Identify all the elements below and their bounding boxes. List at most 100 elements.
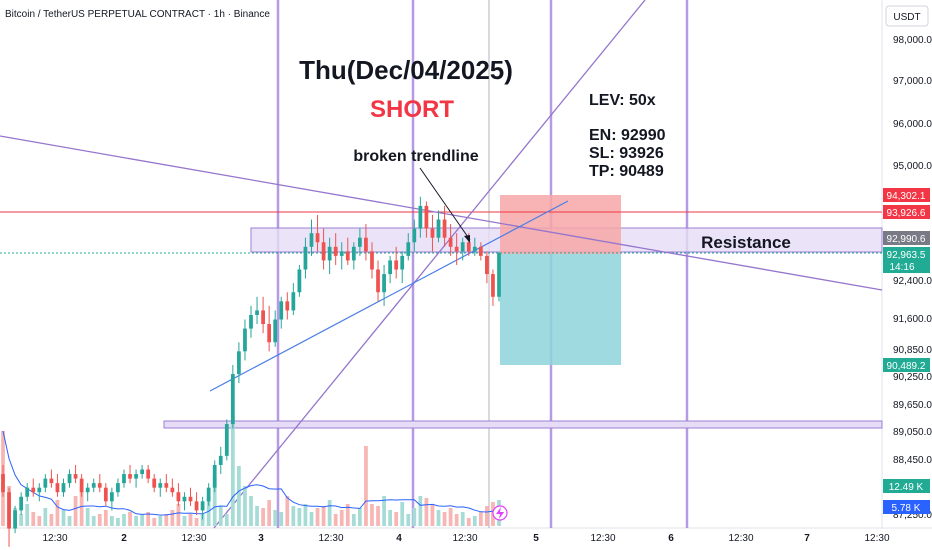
candle-body[interactable]	[442, 219, 447, 238]
support-trendline[interactable]	[209, 200, 569, 392]
candle-body[interactable]	[291, 292, 296, 311]
price-axis[interactable]	[882, 0, 932, 550]
candle-body[interactable]	[382, 274, 386, 293]
candle-body[interactable]	[351, 246, 356, 261]
candle-body[interactable]	[424, 205, 429, 229]
candle-body[interactable]	[170, 487, 175, 493]
volume-bar	[49, 514, 54, 526]
candle-body[interactable]	[212, 464, 217, 488]
candle-body[interactable]	[285, 301, 290, 311]
candle-body[interactable]	[249, 314, 253, 329]
stop-loss-box[interactable]	[500, 195, 621, 254]
candle-body[interactable]	[237, 351, 241, 375]
candle-body[interactable]	[454, 246, 459, 252]
candle-body[interactable]	[43, 478, 48, 488]
candle-body[interactable]	[1, 474, 5, 493]
candle-body[interactable]	[200, 501, 205, 511]
volume-bar	[249, 496, 253, 526]
candle-body[interactable]	[388, 260, 392, 275]
candle-body[interactable]	[448, 237, 453, 247]
candle-body[interactable]	[158, 483, 163, 488]
support-zone[interactable]	[163, 420, 883, 429]
candle-body[interactable]	[55, 483, 60, 493]
candle-body[interactable]	[73, 474, 78, 479]
candle-body[interactable]	[303, 246, 308, 270]
candle-body[interactable]	[49, 478, 54, 484]
candle-body[interactable]	[218, 455, 223, 465]
candle-body[interactable]	[128, 474, 132, 479]
candle-body[interactable]	[243, 328, 247, 352]
candle-body[interactable]	[188, 496, 193, 502]
candle-body[interactable]	[176, 492, 181, 502]
candle-body[interactable]	[79, 478, 84, 493]
candle-body[interactable]	[97, 483, 102, 488]
candle-body[interactable]	[194, 501, 199, 511]
candle-body[interactable]	[376, 269, 380, 293]
candle-body[interactable]	[333, 246, 338, 256]
candle-body[interactable]	[182, 496, 187, 502]
broken-trendline-arrow	[419, 167, 471, 241]
volume-bar	[122, 514, 126, 526]
candle-body[interactable]	[164, 483, 169, 488]
candle-body[interactable]	[364, 237, 368, 252]
candle-body[interactable]	[267, 324, 272, 343]
candle-body[interactable]	[110, 492, 114, 502]
candle-body[interactable]	[91, 483, 96, 488]
candle-body[interactable]	[37, 487, 42, 493]
candle-body[interactable]	[85, 487, 90, 493]
candle-body[interactable]	[412, 228, 417, 243]
candle-body[interactable]	[436, 219, 441, 238]
take-profit-box[interactable]	[500, 254, 621, 365]
arrow-head-icon	[464, 235, 470, 243]
candle-body[interactable]	[255, 310, 259, 315]
candle-body[interactable]	[13, 510, 17, 529]
candle-body[interactable]	[19, 496, 24, 511]
candle-body[interactable]	[370, 251, 374, 270]
volume-bar	[273, 510, 278, 526]
volume-bar	[37, 516, 42, 526]
candle-body[interactable]	[140, 469, 144, 475]
candle-body[interactable]	[7, 492, 11, 529]
candle-body[interactable]	[31, 487, 36, 493]
candle-body[interactable]	[358, 237, 362, 247]
candle-body[interactable]	[430, 228, 435, 238]
candle-body[interactable]	[406, 242, 411, 256]
candle-body[interactable]	[466, 242, 471, 252]
candle-body[interactable]	[460, 242, 465, 252]
candle-body[interactable]	[394, 260, 399, 270]
candle-body[interactable]	[146, 469, 151, 479]
candle-body[interactable]	[478, 246, 483, 256]
candle-body[interactable]	[345, 251, 350, 261]
steep-trendline[interactable]	[213, 0, 646, 529]
candle-body[interactable]	[327, 246, 332, 261]
candle-body[interactable]	[261, 310, 265, 325]
candle-body[interactable]	[61, 483, 66, 493]
candle-body[interactable]	[206, 487, 211, 502]
candle-body[interactable]	[279, 301, 284, 320]
volume-bar	[279, 512, 284, 526]
candle-body[interactable]	[497, 253, 501, 297]
candle-body[interactable]	[134, 474, 138, 479]
candle-body[interactable]	[400, 255, 405, 270]
candle-body[interactable]	[273, 319, 278, 343]
candle-body[interactable]	[122, 474, 126, 484]
candle-body[interactable]	[321, 242, 326, 261]
candle-body[interactable]	[309, 233, 314, 247]
candle-body[interactable]	[418, 205, 423, 229]
candle-body[interactable]	[25, 487, 30, 497]
candle-body[interactable]	[152, 478, 157, 488]
candle-body[interactable]	[491, 274, 495, 297]
candle-body[interactable]	[103, 487, 108, 502]
candle-body[interactable]	[339, 251, 344, 256]
currency-badge[interactable]	[885, 5, 929, 27]
candle-body[interactable]	[116, 483, 120, 493]
candle-body[interactable]	[472, 246, 477, 252]
descending-trendline[interactable]	[0, 135, 883, 291]
candle-body[interactable]	[315, 233, 320, 243]
candle-body[interactable]	[297, 269, 302, 293]
candle-body[interactable]	[67, 474, 72, 484]
candle-body[interactable]	[230, 374, 235, 425]
candle-body[interactable]	[485, 255, 489, 275]
candle-body[interactable]	[224, 424, 229, 456]
